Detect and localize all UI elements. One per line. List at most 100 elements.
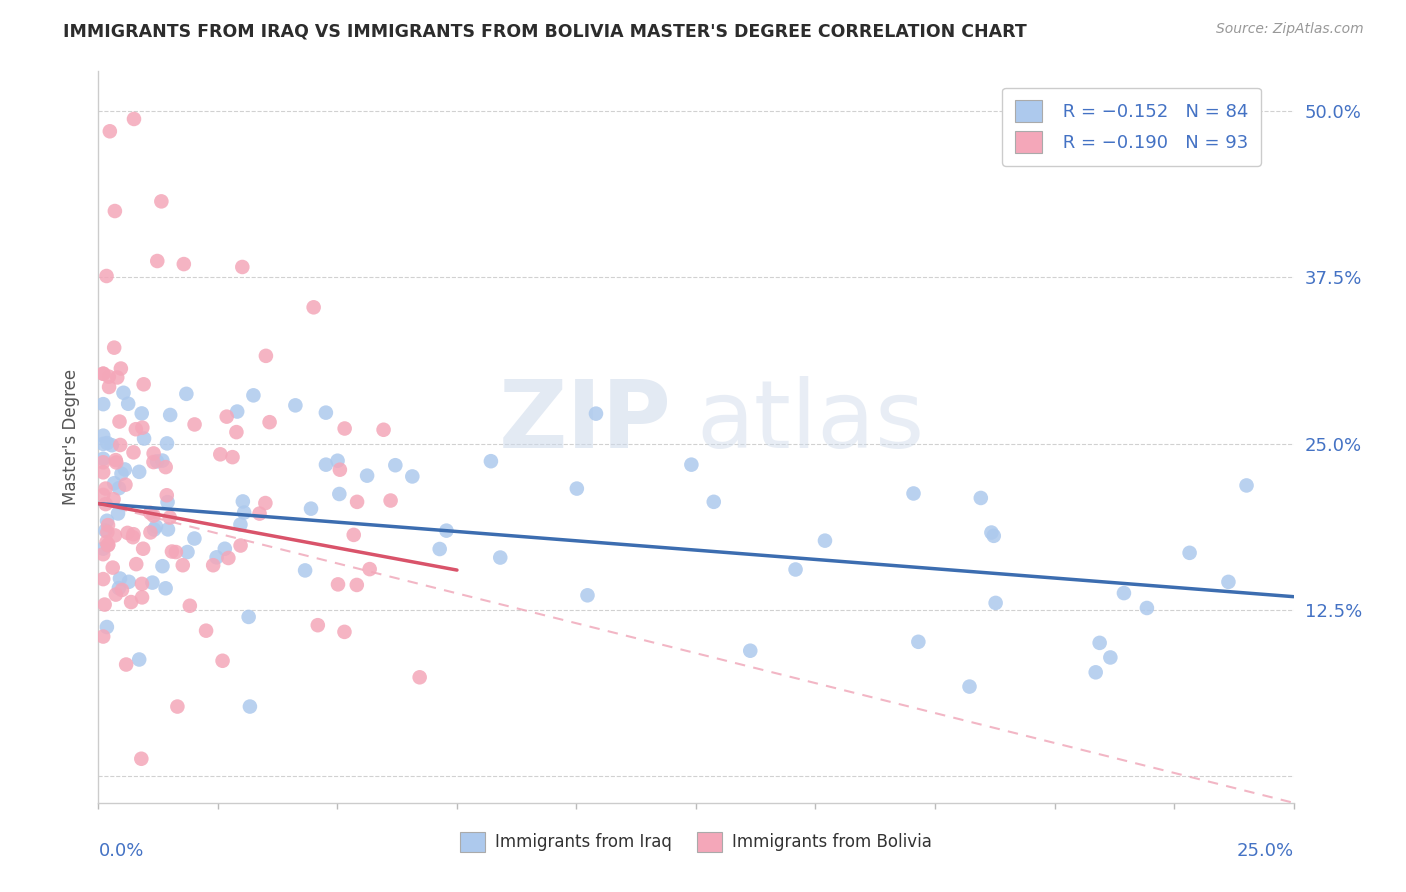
Point [215,409,238,424]
Point [173,257,195,271]
Point [254,349,277,363]
Point [294,563,316,577]
Point [110,467,132,481]
Point [980,525,1002,540]
Point [221,450,243,464]
Point [108,481,131,495]
Point [214,541,236,556]
Point [576,588,599,602]
Point [110,438,132,452]
Point [1178,546,1201,560]
Point [122,527,145,541]
Point [259,415,281,429]
Point [226,404,249,418]
Point [346,495,368,509]
Point [96,268,118,283]
Point [101,438,124,452]
Point [380,493,402,508]
Point [238,610,260,624]
Point [128,652,150,666]
Point [225,425,247,439]
Point [202,558,225,573]
Point [108,572,131,586]
Point [105,370,128,384]
Point [114,462,136,476]
Point [146,454,169,468]
Point [1136,601,1159,615]
Point [91,437,114,451]
Point [179,599,201,613]
Point [165,545,187,559]
Point [131,420,153,434]
Point [146,254,169,268]
Point [97,538,120,552]
Point [249,507,271,521]
Point [373,423,395,437]
Text: Source: ZipAtlas.com: Source: ZipAtlas.com [1216,22,1364,37]
Point [125,422,148,436]
Point [333,624,356,639]
Point [91,541,114,556]
Point [160,544,183,558]
Point [105,455,128,469]
Point [131,406,153,420]
Point [959,680,981,694]
Point [107,507,129,521]
Point [139,525,162,540]
Point [131,752,153,766]
Point [326,454,349,468]
Point [120,595,142,609]
Point [302,301,325,315]
Point [326,577,349,591]
Point [104,528,127,542]
Point [96,620,118,634]
Point [1084,665,1107,680]
Point [94,524,117,538]
Point [315,406,337,420]
Point [195,624,218,638]
Point [118,574,141,589]
Point [142,508,165,523]
Point [139,506,162,520]
Point [91,455,114,469]
Point [101,560,124,574]
Point [112,385,135,400]
Point [156,523,179,537]
Point [96,525,118,540]
Point [150,453,173,467]
Point [143,523,166,537]
Point [703,495,725,509]
Point [254,496,277,510]
Text: 25.0%: 25.0% [1236,842,1294,860]
Point [93,598,115,612]
Text: atlas: atlas [696,376,924,468]
Point [122,445,145,459]
Point [242,388,264,402]
Point [96,535,118,549]
Point [299,501,322,516]
Point [104,588,127,602]
Point [91,367,114,381]
Point [183,417,205,432]
Point [814,533,837,548]
Point [176,387,198,401]
Point [401,469,423,483]
Point [145,519,167,533]
Point [104,453,127,467]
Point [132,377,155,392]
Point [96,514,118,528]
Point [229,539,252,553]
Point [128,465,150,479]
Point [97,538,120,552]
Point [217,551,239,566]
Point [141,575,163,590]
Point [142,446,165,460]
Point [103,492,125,507]
Point [356,468,378,483]
Point [233,506,256,520]
Point [183,532,205,546]
Point [122,112,145,126]
Text: IMMIGRANTS FROM IRAQ VS IMMIGRANTS FROM BOLIVIA MASTER'S DEGREE CORRELATION CHAR: IMMIGRANTS FROM IRAQ VS IMMIGRANTS FROM … [63,22,1026,40]
Point [131,591,153,605]
Point [150,194,173,209]
